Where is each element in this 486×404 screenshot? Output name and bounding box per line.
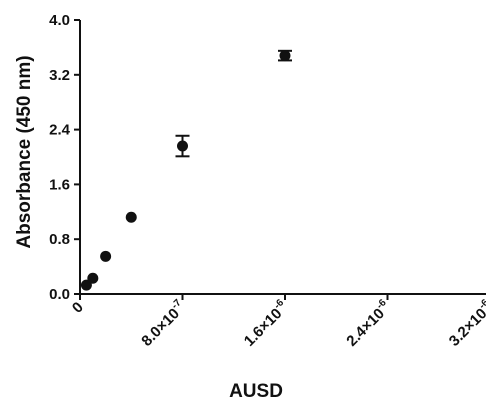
ticks: 0.0 0.8 1.6 2.4 3.2 4.0 0 8.0×10-7 1.6×10-6 2.4×1…	[49, 12, 486, 350]
x-tick-label: 8.0×10-7	[137, 297, 190, 350]
y-tick-label: 1.6	[49, 176, 70, 193]
x-tick-label: 0	[69, 299, 87, 317]
y-tick-label: 3.2	[49, 67, 70, 84]
data-point	[100, 250, 112, 262]
data-point	[87, 272, 99, 284]
x-axis-title: AUSD	[229, 381, 283, 402]
data-point	[279, 50, 291, 62]
y-tick-label: 0.0	[49, 286, 70, 303]
data-point	[125, 211, 137, 223]
y-axis-title: Absorbance (450 nm)	[14, 55, 35, 248]
data-points	[80, 49, 292, 291]
y-tick-label: 0.8	[49, 231, 70, 248]
y-tick-label: 4.0	[49, 12, 70, 29]
x-tick-label: 3.2×10-6	[444, 297, 486, 350]
x-tick-label: 2.4×10-6	[342, 297, 395, 350]
y-tick-label: 2.4	[49, 122, 71, 139]
x-tick-label: 1.6×10-6	[239, 297, 292, 350]
data-point	[177, 140, 188, 152]
